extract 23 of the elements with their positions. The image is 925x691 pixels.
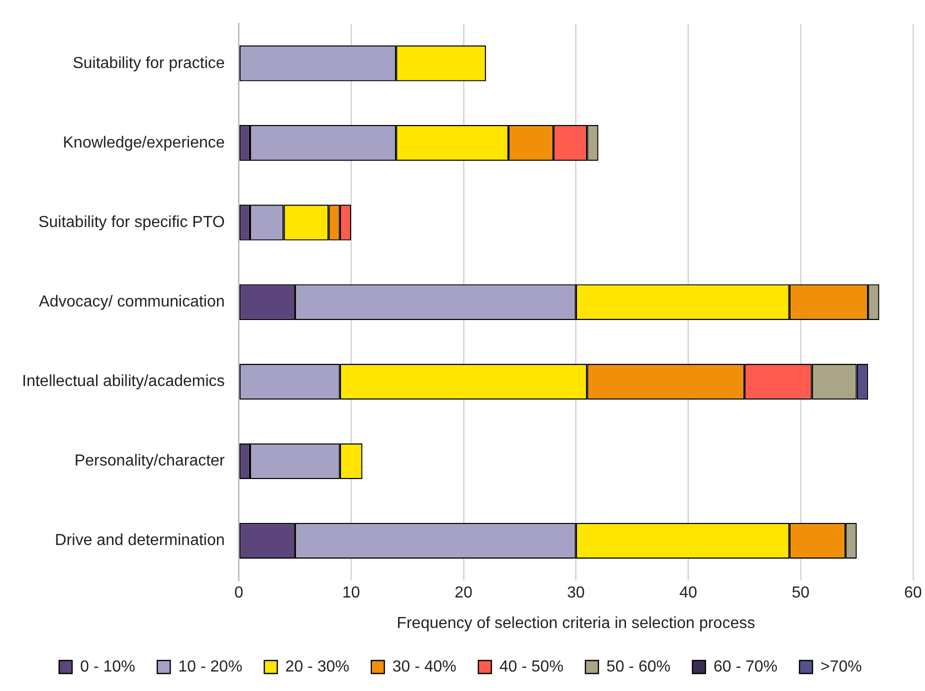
y-tick-label: Suitability for specific PTO xyxy=(38,214,225,231)
x-axis-title: Frequency of selection criteria in selection process xyxy=(396,614,756,632)
x-tick-label: 0 xyxy=(234,584,244,602)
x-tick-label: 50 xyxy=(792,584,810,602)
legend-label: >70% xyxy=(820,658,862,676)
x-tick-label: 40 xyxy=(679,584,698,602)
y-tick-label: Knowledge/experience xyxy=(62,134,225,152)
x-tick-label: 60 xyxy=(904,584,922,602)
legend-label: 40 - 50% xyxy=(499,658,564,676)
y-tick-label: Intellectual ability/academics xyxy=(22,373,225,390)
x-tick-label: 30 xyxy=(566,584,585,602)
legend-label: 20 - 30% xyxy=(285,658,350,676)
y-tick-label: Drive and determination xyxy=(54,532,225,550)
legend-label: 10 - 20% xyxy=(178,658,242,676)
x-tick-label: 10 xyxy=(342,584,360,602)
y-tick-label: Suitability for practice xyxy=(72,54,225,72)
x-tick-label: 20 xyxy=(454,584,473,602)
legend-label: 60 - 70% xyxy=(713,658,778,676)
legend-label: 30 - 40% xyxy=(392,658,456,676)
y-tick-label: Personality/character xyxy=(74,452,226,470)
legend-label: 50 - 60% xyxy=(606,658,670,676)
legend-label: 0 - 10% xyxy=(80,658,136,676)
y-tick-label: Advocacy/ communication xyxy=(38,294,225,311)
